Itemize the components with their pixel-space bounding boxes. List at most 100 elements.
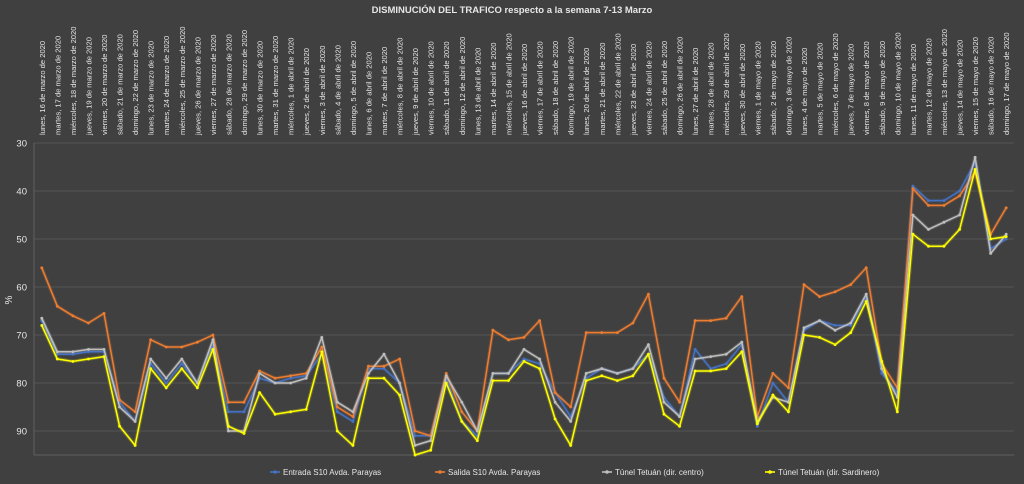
data-point [40, 324, 44, 327]
data-point [864, 266, 868, 270]
data-point [755, 422, 759, 426]
y-tick-label: 60 [16, 283, 27, 294]
data-point [631, 374, 635, 378]
data-point [615, 372, 619, 375]
x-tick-label: viernes, 1 de mayo de 2020 [753, 41, 762, 135]
legend: Entrada S10 Avda. Parayas Salida S10 Avda… [270, 468, 880, 477]
data-point [678, 415, 681, 418]
data-point [258, 369, 261, 373]
y-tick-label: 30 [16, 139, 27, 150]
x-tick-label: domingo, 29 de marzo de 2020 [240, 30, 249, 135]
data-point [351, 420, 355, 423]
data-point [522, 348, 526, 351]
data-point [895, 410, 899, 414]
data-point [833, 328, 837, 332]
data-point [522, 360, 526, 363]
data-point [1004, 235, 1008, 239]
legend-item: Salida S10 Avda. Parayas [435, 468, 540, 477]
data-point [242, 410, 246, 414]
x-tick-label: lunes, 11 de mayo de 2020 [909, 44, 918, 135]
legend-item: Túnel Tetuán (dir. centro) [602, 468, 704, 477]
chart-title: DISMINUCIÓN DEL TRAFICO respecto a la se… [372, 4, 653, 16]
data-point [102, 355, 106, 358]
x-tick-label: martes, 5 de mayo de 2020 [816, 43, 825, 135]
data-point [304, 372, 308, 375]
x-tick-label: martes, 21 de abril de 2020 [598, 43, 607, 135]
x-tick-label: lunes, 6 de abril de 2020 [364, 52, 373, 135]
data-point [802, 283, 806, 286]
x-tick-label: miércoles, 13 de mayo de 2020 [940, 29, 949, 135]
data-point [911, 213, 915, 217]
data-point [724, 316, 728, 320]
data-point [647, 343, 650, 346]
data-point [118, 424, 121, 428]
x-tick-label: domingo, 12 de abril de 2020 [458, 37, 467, 135]
data-point [818, 319, 821, 322]
data-point [149, 357, 153, 361]
data-point [87, 348, 90, 351]
data-point [958, 228, 961, 231]
data-point [87, 321, 90, 325]
data-point [40, 316, 44, 320]
data-point [833, 290, 837, 294]
data-point [242, 432, 246, 435]
data-point [787, 400, 790, 404]
x-tick-label: viernes, 27 de marzo de 2020 [209, 35, 218, 135]
data-point [631, 321, 635, 325]
data-point [367, 376, 370, 380]
data-point [942, 220, 946, 224]
y-tick-label: 40 [16, 187, 27, 198]
data-point [118, 405, 121, 409]
x-tick-label: sábado, 11 de abril de 2020 [442, 41, 451, 135]
data-point [942, 204, 946, 207]
data-point [600, 367, 604, 370]
data-point [227, 410, 230, 414]
data-point [864, 300, 868, 303]
x-tick-label: miércoles, 6 de mayo de 2020 [831, 33, 840, 135]
x-tick-label: viernes, 15 de mayo de 2020 [971, 37, 980, 135]
data-point [227, 400, 230, 404]
data-point [787, 410, 790, 414]
data-point [849, 321, 853, 325]
data-point [553, 400, 557, 404]
data-point [958, 213, 961, 217]
data-point [460, 420, 464, 423]
x-tick-label: miércoles, 22 de abril de 2020 [613, 33, 622, 135]
data-point [740, 350, 744, 354]
data-point [989, 252, 993, 255]
x-tick-label: martes, 24 de marzo de 2020 [162, 36, 171, 135]
data-point [242, 400, 246, 404]
data-point [444, 381, 448, 385]
data-point [647, 292, 650, 296]
data-point [849, 331, 853, 334]
data-point [71, 360, 75, 363]
data-point [584, 331, 588, 334]
data-point [475, 439, 479, 442]
data-point [880, 367, 884, 370]
legend-item: Túnel Tetuán (dir. Sardinero) [765, 468, 880, 477]
data-point [647, 352, 650, 356]
x-tick-label: jueves, 2 de abril de 2020 [302, 48, 311, 136]
data-point [771, 393, 775, 397]
y-axis-label: % [4, 295, 15, 304]
data-point [367, 364, 370, 368]
data-point [273, 381, 277, 385]
data-point [71, 314, 75, 318]
legend-item: Entrada S10 Avda. Parayas [270, 468, 381, 477]
data-point [133, 420, 137, 423]
data-point [740, 295, 744, 298]
data-point [1004, 206, 1008, 210]
x-tick-label: lunes, 30 de marzo de 2020 [256, 41, 265, 135]
data-point [693, 357, 697, 361]
x-tick-label: jueves, 9 de abril de 2020 [411, 48, 420, 136]
data-point [211, 348, 215, 351]
data-point [584, 379, 588, 382]
x-tick-label: domingo, 19 de abril de 2020 [567, 37, 576, 135]
x-tick-label: lunes, 20 de abril de 2020 [582, 48, 591, 135]
data-point [320, 336, 324, 339]
data-point [55, 350, 59, 354]
data-point [724, 352, 728, 356]
data-point [989, 237, 993, 241]
data-point [818, 295, 821, 298]
